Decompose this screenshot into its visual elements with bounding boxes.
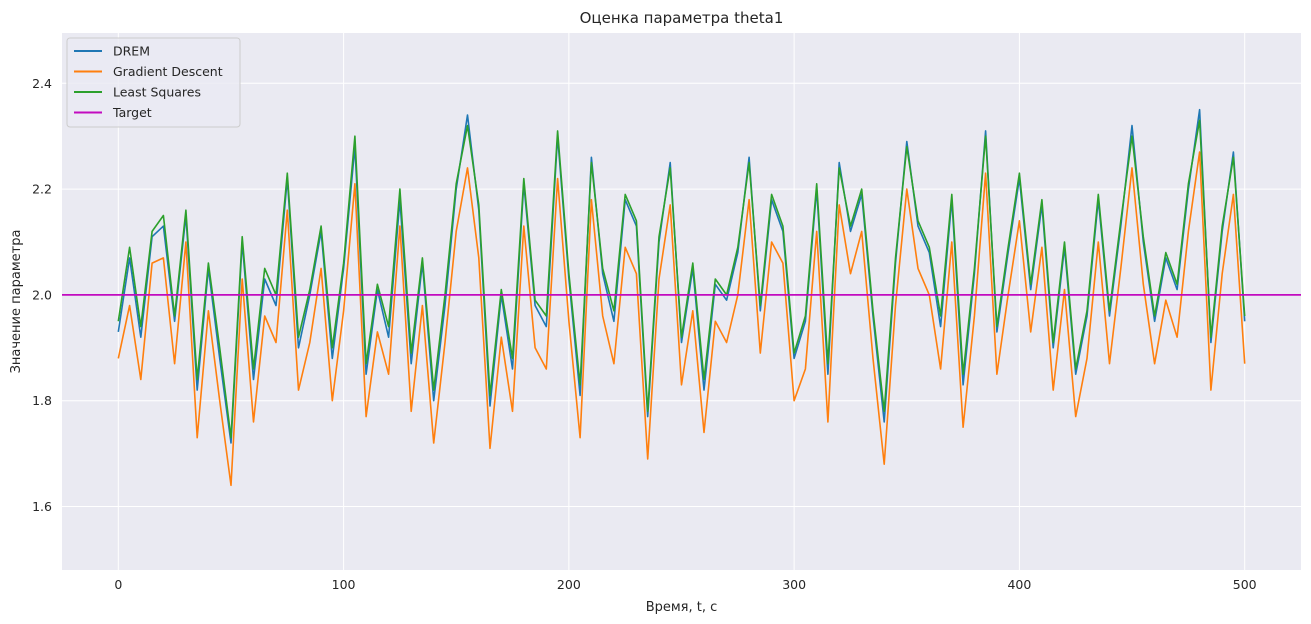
legend-box	[66, 37, 241, 128]
series-line-gradient-descent	[117, 151, 1246, 487]
x-tick-label: 200	[557, 577, 581, 592]
y-axis-title: Значение параметра	[9, 230, 24, 374]
legend: DREM Gradient Descent Least Squares Target	[66, 37, 241, 128]
legend-label: Least Squares	[113, 85, 201, 100]
legend-label: Gradient Descent	[113, 64, 223, 79]
y-tick-label: 2.2	[32, 182, 52, 197]
x-tick-label: 300	[782, 577, 806, 592]
x-tick-label: 500	[1233, 577, 1257, 592]
plot-area	[62, 33, 1301, 570]
chart-title: Оценка параметра theta1	[580, 9, 784, 27]
x-tick-label: 0	[114, 577, 122, 592]
y-tick-label: 2.4	[32, 76, 52, 91]
legend-label: DREM	[113, 44, 150, 59]
legend-label: Target	[112, 105, 152, 120]
series-layer	[62, 108, 1301, 487]
x-axis-title: Время, t, с	[646, 600, 718, 615]
ticks: 0 100 200 300 400 500 1.6 1.8 2.0 2.2 2.4	[32, 76, 1257, 592]
x-tick-label: 100	[332, 577, 356, 592]
y-tick-label: 1.6	[32, 499, 52, 514]
x-tick-label: 400	[1007, 577, 1031, 592]
y-tick-label: 1.8	[32, 393, 52, 408]
series-line-least-squares	[117, 119, 1246, 439]
y-tick-label: 2.0	[32, 287, 52, 302]
